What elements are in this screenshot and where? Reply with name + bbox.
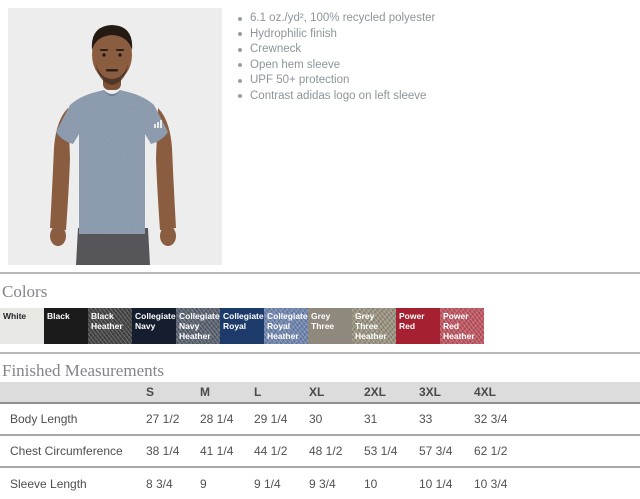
color-swatch-collegiate-royal: Collegiate Royal (220, 308, 264, 344)
feature-list: 6.1 oz./yd², 100% recycled polyester Hydr… (237, 11, 435, 105)
measurements-body: Body Length 27 1/2 28 1/4 29 1/4 30 31 33 32 3/… (0, 403, 640, 499)
color-swatch-label: Collegiate Navy Heather (179, 311, 220, 341)
size-column-header: S (146, 382, 200, 404)
color-swatch-label: Black (47, 311, 70, 321)
colors-heading: Colors (2, 282, 48, 301)
measurement-value: 27 1/2 (146, 412, 180, 426)
color-swatch-collegiate-royal-heather: Collegiate Royal Heather (264, 308, 308, 344)
model-wearing-tshirt-illustration (8, 8, 222, 265)
color-swatch-collegiate-navy-heather: Collegiate Navy Heather (176, 308, 220, 344)
color-swatch-white: White (0, 308, 44, 344)
size-column-header: 4XL (474, 382, 640, 404)
measurement-value: 30 (309, 412, 323, 426)
measurement-row-label: Sleeve Length (0, 466, 146, 499)
feature-item: Hydrophilic finish (237, 27, 435, 43)
measurement-value: 9 1/4 (254, 466, 309, 499)
size-column-header: 2XL (364, 382, 419, 404)
color-swatch-list: White Black Black Heather Collegiate Navy Co… (0, 308, 484, 344)
color-swatch-black: Black (44, 308, 88, 344)
size-column-header: L (254, 382, 309, 404)
color-swatch-power-red: Power Red (396, 308, 440, 344)
color-swatch-label: Black Heather (91, 311, 123, 331)
feature-item: Crewneck (237, 42, 435, 58)
measurement-value: 33 (419, 412, 433, 426)
measurements-header-row: S M L XL 2XL 3XL 4XL (0, 382, 640, 404)
color-swatch-black-heather: Black Heather (88, 308, 132, 344)
measurement-row: Chest Circumference 38 1/4 41 1/4 44 1/2 48 … (0, 434, 640, 467)
feature-item: UPF 50+ protection (237, 73, 435, 89)
measurements-heading: Finished Measurements (2, 361, 164, 380)
measurement-value: 9 3/4 (309, 466, 364, 499)
measurement-value: 29 1/4 (254, 412, 288, 426)
product-overview-section: 6.1 oz./yd², 100% recycled polyester Hydr… (8, 8, 435, 265)
measurement-value: 10 1/4 (419, 466, 474, 499)
color-swatch-grey-three-heather: Grey Three Heather (352, 308, 396, 344)
product-photo (8, 8, 222, 265)
feature-item: 6.1 oz./yd², 100% recycled polyester (237, 11, 435, 27)
measurement-row: Body Length 27 1/2 28 1/4 29 1/4 30 31 33 32 3/… (0, 403, 640, 435)
color-swatch-label: Power Red (399, 311, 425, 331)
measurement-label-header (0, 382, 146, 404)
size-column-header: M (200, 382, 254, 404)
measurements-section-divider (0, 352, 640, 354)
measurement-value: 28 1/4 (200, 412, 234, 426)
feature-item: Open hem sleeve (237, 58, 435, 74)
measurement-value: 31 (364, 412, 378, 426)
color-swatch-label: Collegiate Royal (223, 311, 264, 331)
color-swatch-label: Grey Three Heather (355, 311, 387, 341)
feature-item: Contrast adidas logo on left sleeve (237, 89, 435, 105)
color-swatch-label: Power Red Heather (443, 311, 475, 341)
measurement-value: 62 1/2 (474, 434, 640, 467)
measurement-value: 41 1/4 (200, 434, 254, 467)
size-column-header: 3XL (419, 382, 474, 404)
size-column-header: XL (309, 382, 364, 404)
color-swatch-label: Grey Three (311, 311, 335, 331)
color-swatch-collegiate-navy: Collegiate Navy (132, 308, 176, 344)
measurements-table: S M L XL 2XL 3XL 4XL Body Length 27 1/2 28 1/4 29… (0, 382, 640, 499)
color-swatch-label: Collegiate Navy (135, 311, 176, 331)
adidas-logo-mark (154, 120, 162, 128)
measurement-value: 57 3/4 (419, 434, 474, 467)
measurement-value: 9 (200, 466, 254, 499)
measurement-value: 48 1/2 (309, 434, 364, 467)
color-swatch-grey-three: Grey Three (308, 308, 352, 344)
measurement-value: 38 1/4 (146, 434, 200, 467)
measurement-value: 32 3/4 (474, 412, 508, 426)
color-swatch-label: White (3, 311, 27, 321)
measurement-value: 44 1/2 (254, 434, 309, 467)
measurement-value: 8 3/4 (146, 466, 200, 499)
measurement-value: 53 1/4 (364, 434, 419, 467)
color-swatch-power-red-heather: Power Red Heather (440, 308, 484, 344)
colors-section-divider (0, 272, 640, 274)
measurement-row: Sleeve Length 8 3/4 9 9 1/4 9 3/4 10 10 1/4 10 … (0, 466, 640, 499)
color-swatch-label: Collegiate Royal Heather (267, 311, 308, 341)
measurement-row-label: Chest Circumference (0, 434, 146, 467)
measurement-row-label: Body Length (10, 412, 78, 426)
measurement-value: 10 (364, 466, 419, 499)
measurement-value: 10 3/4 (474, 466, 640, 499)
